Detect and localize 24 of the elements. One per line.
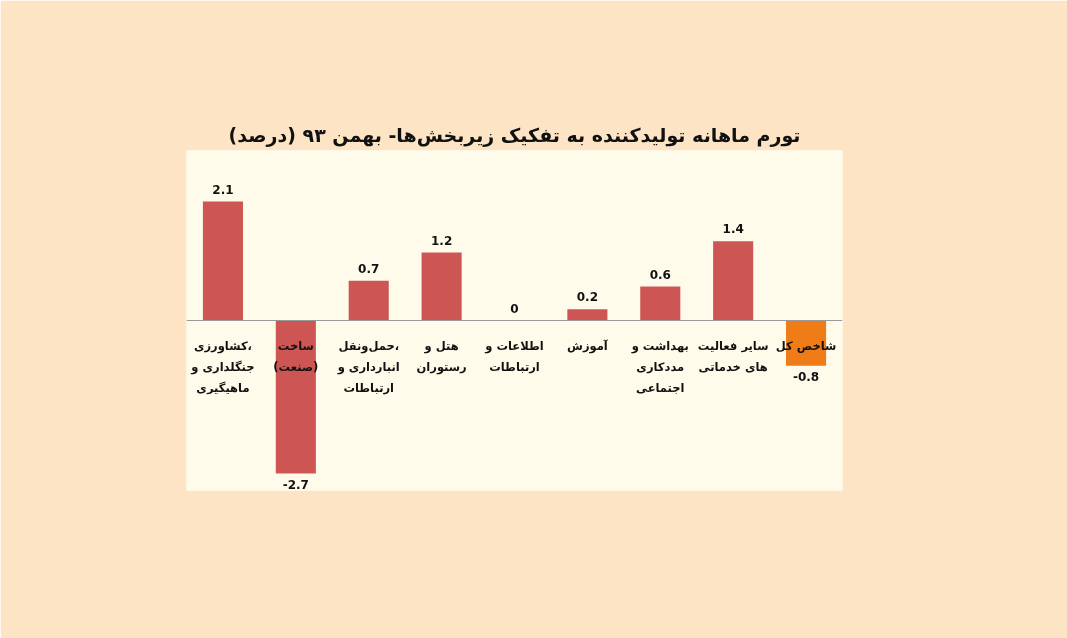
- x-tick-label: آموزش: [567, 338, 609, 354]
- x-tick-label: کشاورزی، جنگلداری و ماهیگیری: [190, 338, 255, 395]
- data-label: 0.2: [576, 290, 599, 305]
- data-label: 0: [510, 301, 519, 316]
- bar: [275, 320, 316, 474]
- data-label: -0.8: [792, 369, 820, 384]
- bar: [640, 286, 681, 321]
- chart-title: تورم ماهانه تولیدکننده به تفکیک زیربخش‌ها- بهمن ۹۳ (درصد): [228, 123, 801, 147]
- x-tick-label: سایر فعالیت های خدماتی: [697, 338, 769, 374]
- x-tick-label: اطلاعات و ارتباطات: [484, 338, 544, 374]
- bar: [567, 309, 608, 321]
- x-tick-label: حمل‌ونقل، انبارداری و ارتباطات: [336, 338, 400, 395]
- x-tick-label: هتل و رستوران: [416, 338, 467, 375]
- data-label: 1.4: [722, 222, 744, 237]
- x-tick-label: بهداشت و مددکاری اجتماعی: [630, 338, 689, 395]
- data-label: 2.1: [212, 182, 234, 197]
- data-label: -2.7: [282, 477, 309, 492]
- bar: [348, 280, 389, 321]
- bar: [421, 252, 462, 321]
- bar: [202, 201, 243, 321]
- data-label: 1.2: [430, 233, 453, 248]
- data-label: 0.6: [649, 267, 671, 282]
- bar: [713, 241, 754, 321]
- data-label: 0.7: [358, 261, 380, 276]
